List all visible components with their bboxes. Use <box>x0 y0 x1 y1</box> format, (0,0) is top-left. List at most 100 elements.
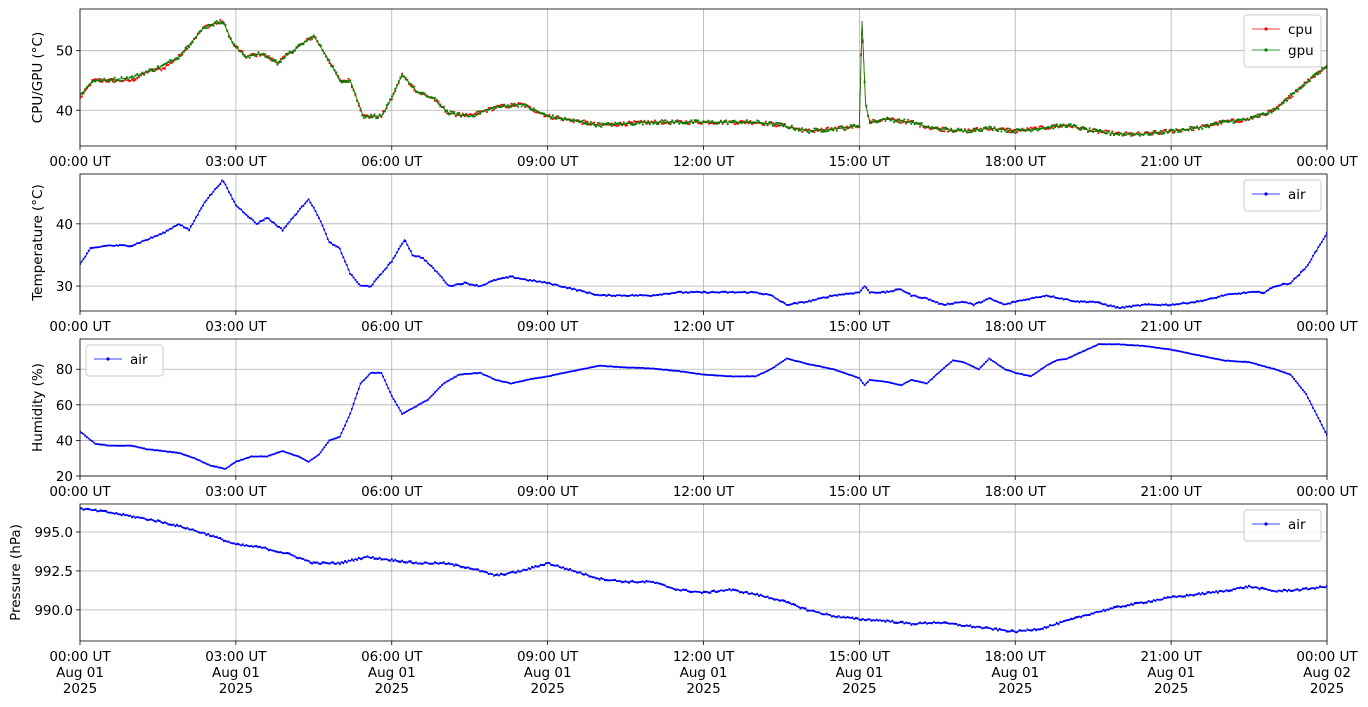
series-air <box>80 507 1327 634</box>
x-tick-label: 21:00 UT <box>1140 649 1202 665</box>
x-tick-label: 03:00 UT <box>205 319 267 335</box>
y-tick-label: 995.0 <box>34 525 73 541</box>
legend: cpu gpu <box>1243 14 1322 68</box>
legend-label-cpu: cpu <box>1288 22 1313 38</box>
legend-box <box>1243 509 1322 542</box>
x-tick-label: Aug 01 <box>835 665 883 681</box>
series-air <box>80 343 1327 470</box>
legend-marker-air <box>1264 192 1268 196</box>
x-tick-label: 15:00 UT <box>829 484 891 500</box>
y-tick-label: 40 <box>56 103 73 119</box>
x-tick-label: Aug 01 <box>680 665 728 681</box>
x-tick-label: 06:00 UT <box>361 154 423 170</box>
x-tick-label: 09:00 UT <box>517 319 579 335</box>
x-tick-label: Aug 02 <box>1303 665 1351 681</box>
y-axis-label: Humidity (%) <box>30 363 46 452</box>
x-tick-label: 09:00 UT <box>517 649 579 665</box>
x-tick-label: 00:00 UT <box>49 484 111 500</box>
x-tick-label: 12:00 UT <box>673 154 735 170</box>
legend-marker-air <box>106 357 110 361</box>
legend: air <box>1243 179 1322 212</box>
y-tick-label: 20 <box>56 469 73 485</box>
x-tick-label: 2025 <box>686 681 720 697</box>
x-tick-label: 09:00 UT <box>517 484 579 500</box>
x-tick-label: 03:00 UT <box>205 484 267 500</box>
x-tick-label: 00:00 UT <box>49 649 111 665</box>
x-tick-label: 06:00 UT <box>361 484 423 500</box>
x-tick-label: 18:00 UT <box>985 319 1047 335</box>
legend: air <box>1243 509 1322 542</box>
x-tick-label: Aug 01 <box>991 665 1039 681</box>
x-tick-label: Aug 01 <box>368 665 416 681</box>
x-tick-label: 2025 <box>63 681 97 697</box>
legend-marker-air <box>1264 522 1268 526</box>
x-tick-label: 2025 <box>219 681 253 697</box>
legend-marker-cpu <box>1264 27 1268 31</box>
y-axis-label: Pressure (hPa) <box>8 524 24 621</box>
y-tick-label: 60 <box>56 398 73 414</box>
x-tick-label: 00:00 UT <box>1296 319 1358 335</box>
legend-label-air: air <box>1288 517 1306 533</box>
legend-box <box>1243 179 1322 212</box>
legend-label-air: air <box>130 352 148 368</box>
x-tick-label: 18:00 UT <box>985 484 1047 500</box>
legend-box <box>1243 14 1322 68</box>
x-tick-label: 00:00 UT <box>49 154 111 170</box>
y-tick-label: 30 <box>56 279 73 295</box>
x-tick-label: 21:00 UT <box>1140 319 1202 335</box>
series-gpu <box>80 20 1327 137</box>
x-tick-label: 03:00 UT <box>205 154 267 170</box>
x-tick-label: 21:00 UT <box>1140 154 1202 170</box>
x-tick-label: 2025 <box>1310 681 1344 697</box>
x-tick-label: 12:00 UT <box>673 319 735 335</box>
x-tick-label: Aug 01 <box>56 665 104 681</box>
x-tick-label: 06:00 UT <box>361 319 423 335</box>
y-tick-label: 992.5 <box>34 564 73 580</box>
legend-label-gpu: gpu <box>1288 43 1314 59</box>
panel-3: 20 40 60 80 00:00 UT 03:00 UT 06:00 UT 09:00 UT… <box>30 338 1358 500</box>
x-tick-label: Aug 01 <box>1147 665 1195 681</box>
series-markers-air <box>80 343 1327 470</box>
x-tick-label: 03:00 UT <box>205 649 267 665</box>
x-tick-label: 09:00 UT <box>517 154 579 170</box>
y-axis-label: Temperature (°C) <box>30 184 46 302</box>
legend-label-air: air <box>1288 187 1306 203</box>
x-tick-label: 2025 <box>375 681 409 697</box>
y-tick-label: 40 <box>56 433 73 449</box>
x-tick-label: 15:00 UT <box>829 154 891 170</box>
x-tick-label: 2025 <box>530 681 564 697</box>
x-tick-label: 18:00 UT <box>985 154 1047 170</box>
y-axis-label: CPU/GPU (°C) <box>30 32 46 123</box>
x-tick-label: 06:00 UT <box>361 649 423 665</box>
x-tick-label: 12:00 UT <box>673 649 735 665</box>
panel-1: 40 50 00:00 UT 03:00 UT 06:00 UT 09:00 UT 12:0… <box>30 8 1358 170</box>
x-tick-label: 00:00 UT <box>1296 649 1358 665</box>
x-tick-label: 15:00 UT <box>829 649 891 665</box>
x-tick-label: 2025 <box>1154 681 1188 697</box>
panel-2: 30 40 00:00 UT 03:00 UT 06:00 UT 09:00 UT 12:0… <box>30 173 1358 335</box>
series-markers-air <box>80 507 1327 634</box>
y-tick-label: 990.0 <box>34 603 73 619</box>
x-tick-label: 2025 <box>842 681 876 697</box>
y-tick-label: 50 <box>56 44 73 60</box>
x-tick-label: 2025 <box>998 681 1032 697</box>
series-markers-gpu <box>80 20 1327 137</box>
legend-marker-gpu <box>1264 48 1268 52</box>
x-tick-label: 21:00 UT <box>1140 484 1202 500</box>
y-tick-label: 40 <box>56 217 73 233</box>
x-tick-label: 12:00 UT <box>673 484 735 500</box>
x-tick-label: 00:00 UT <box>1296 484 1358 500</box>
x-tick-label: 00:00 UT <box>1296 154 1358 170</box>
legend: air <box>85 344 164 377</box>
x-tick-label: 15:00 UT <box>829 319 891 335</box>
series-markers-air <box>80 179 1327 309</box>
x-tick-label: 18:00 UT <box>985 649 1047 665</box>
x-tick-label: 00:00 UT <box>49 319 111 335</box>
legend-box <box>85 344 164 377</box>
y-tick-label: 80 <box>56 362 73 378</box>
series-air <box>80 179 1327 309</box>
x-tick-label: Aug 01 <box>212 665 260 681</box>
x-tick-label: Aug 01 <box>524 665 572 681</box>
